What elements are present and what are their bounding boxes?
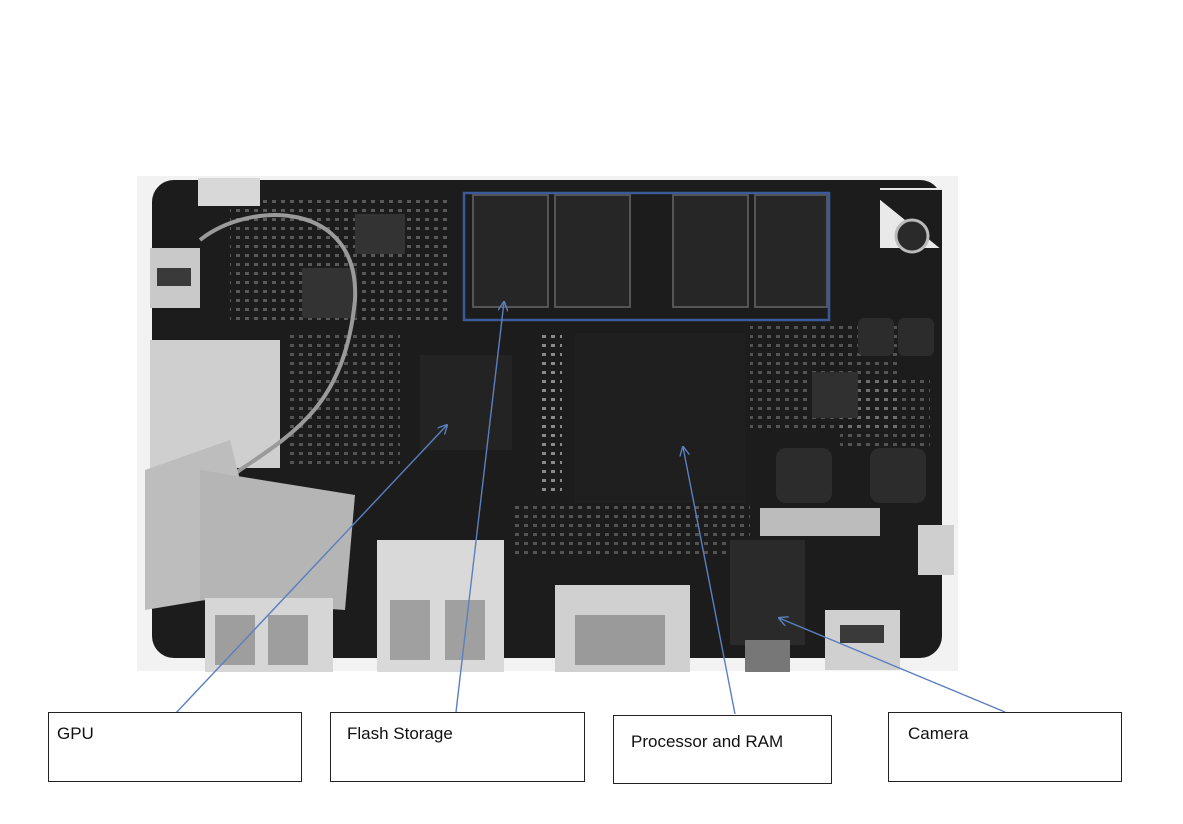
flash-chip — [420, 355, 512, 450]
gpu-arrow — [174, 425, 447, 715]
processor-arrow — [683, 447, 736, 715]
camera-arrow — [779, 618, 1006, 713]
camera-label-box: Camera — [888, 712, 1122, 782]
audio-jack — [730, 540, 805, 645]
flash-storage-label-box: Flash Storage — [330, 712, 585, 782]
pcb-board — [145, 178, 954, 672]
microphone — [894, 218, 930, 254]
gpu-label: GPU — [57, 724, 94, 743]
camera-label: Camera — [908, 724, 969, 743]
processor-label: Processor and RAM — [631, 732, 784, 751]
processor-label-box: Processor and RAM — [613, 715, 832, 784]
ram-chip-4 — [754, 194, 828, 308]
flash-arrow — [455, 302, 504, 713]
gpu-label-box: GPU — [48, 712, 302, 782]
ram-chip-1 — [472, 194, 549, 308]
ram-highlight-box — [462, 191, 831, 322]
processor-chip — [575, 333, 745, 503]
ram-chip-3 — [672, 194, 749, 308]
flash-storage-label: Flash Storage — [347, 724, 453, 743]
ram-chip-2 — [554, 194, 631, 308]
